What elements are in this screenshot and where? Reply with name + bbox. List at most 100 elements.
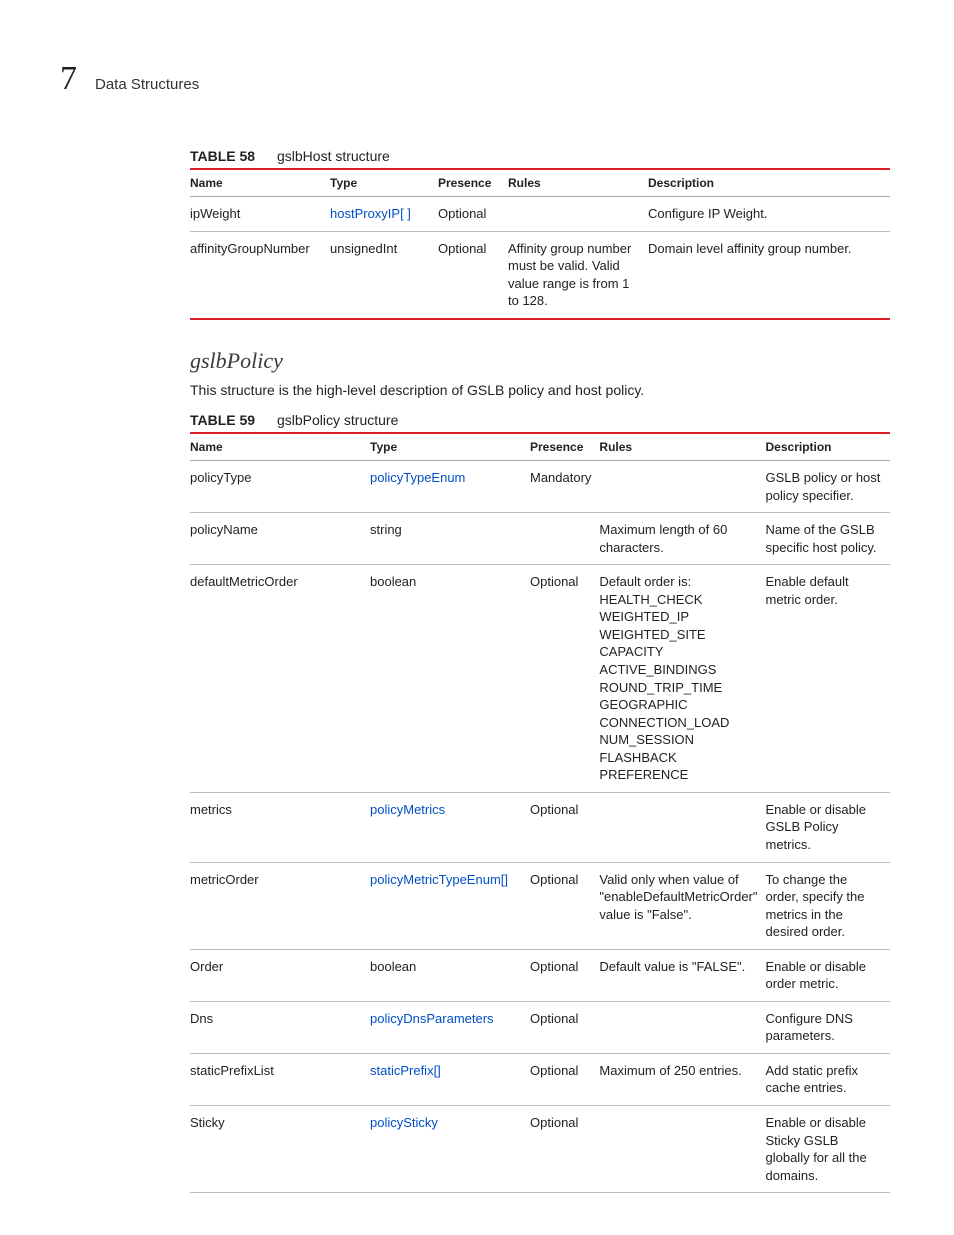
type-link[interactable]: policyDnsParameters	[370, 1011, 494, 1026]
cell-rules: Affinity group number must be valid. Val…	[508, 231, 648, 319]
cell-name: defaultMetricOrder	[190, 565, 370, 793]
cell-presence: Optional	[438, 197, 508, 232]
cell-presence: Optional	[530, 862, 599, 949]
table-59-caption: TABLE 59 gslbPolicy structure	[190, 412, 890, 428]
cell-name: ipWeight	[190, 197, 330, 232]
type-link[interactable]: policySticky	[370, 1115, 438, 1130]
column-header: Presence	[530, 433, 599, 461]
chapter-number: 7	[60, 60, 77, 98]
table-58-label: TABLE 58	[190, 148, 255, 164]
cell-rules	[599, 461, 765, 513]
column-header: Name	[190, 169, 330, 197]
cell-name: metricOrder	[190, 862, 370, 949]
cell-presence: Optional	[530, 565, 599, 793]
table-row: metricOrderpolicyMetricTypeEnum[] Optiona…	[190, 862, 890, 949]
section-description: This structure is the high-level descrip…	[190, 382, 890, 398]
cell-description: Add static prefix cache entries.	[766, 1053, 891, 1105]
type-link[interactable]: hostProxyIP[ ]	[330, 206, 411, 221]
cell-name: staticPrefixList	[190, 1053, 370, 1105]
cell-rules: Default order is: HEALTH_CHECK WEIGHTED_…	[599, 565, 765, 793]
cell-presence: Optional	[530, 1105, 599, 1192]
cell-name: Sticky	[190, 1105, 370, 1192]
column-header: Type	[330, 169, 438, 197]
cell-description: Enable or disable Sticky GSLB globally f…	[766, 1105, 891, 1192]
table-row: OrderbooleanOptionalDefault value is "FA…	[190, 949, 890, 1001]
column-header: Rules	[508, 169, 648, 197]
column-header: Name	[190, 433, 370, 461]
cell-rules	[599, 1105, 765, 1192]
section-heading-gslbpolicy: gslbPolicy	[190, 348, 890, 374]
cell-rules	[508, 197, 648, 232]
table-row: policyTypepolicyTypeEnum Mandatory GSLB po…	[190, 461, 890, 513]
column-header: Rules	[599, 433, 765, 461]
cell-name: Dns	[190, 1001, 370, 1053]
page-content: TABLE 58 gslbHost structure NameTypePres…	[190, 148, 890, 1193]
type-link[interactable]: policyTypeEnum	[370, 470, 465, 485]
table-row-header: NameTypePresenceRulesDescription	[190, 433, 890, 461]
cell-type: unsignedInt	[330, 231, 438, 319]
cell-description: GSLB policy or host policy specifier.	[766, 461, 891, 513]
table-row: StickypolicySticky Optional Enable or disa…	[190, 1105, 890, 1192]
table-row: ipWeighthostProxyIP[ ] Optional Configure …	[190, 197, 890, 232]
page-header: 7 Data Structures	[60, 60, 894, 98]
cell-type: policyTypeEnum	[370, 461, 530, 513]
chapter-label: Data Structures	[95, 76, 199, 93]
cell-name: Order	[190, 949, 370, 1001]
table-row: metricspolicyMetrics Optional Enable or di…	[190, 792, 890, 862]
cell-type: policyDnsParameters	[370, 1001, 530, 1053]
table-row: staticPrefixListstaticPrefix[] OptionalMa…	[190, 1053, 890, 1105]
cell-type: string	[370, 513, 530, 565]
cell-presence: Optional	[530, 1001, 599, 1053]
cell-presence: Optional	[530, 949, 599, 1001]
cell-description: Enable or disable GSLB Policy metrics.	[766, 792, 891, 862]
cell-description: Name of the GSLB specific host policy.	[766, 513, 891, 565]
cell-rules: Default value is "FALSE".	[599, 949, 765, 1001]
cell-description: To change the order, specify the metrics…	[766, 862, 891, 949]
page: 7 Data Structures TABLE 58 gslbHost stru…	[0, 0, 954, 1235]
cell-presence: Optional	[530, 792, 599, 862]
cell-rules: Valid only when value of "enableDefaultM…	[599, 862, 765, 949]
cell-presence	[530, 513, 599, 565]
table-59: NameTypePresenceRulesDescription policyT…	[190, 432, 890, 1193]
cell-name: metrics	[190, 792, 370, 862]
type-link[interactable]: policyMetricTypeEnum[]	[370, 872, 508, 887]
cell-type: boolean	[370, 949, 530, 1001]
table-row-header: NameTypePresenceRulesDescription	[190, 169, 890, 197]
type-link[interactable]: staticPrefix[]	[370, 1063, 441, 1078]
cell-presence: Mandatory	[530, 461, 599, 513]
cell-rules	[599, 1001, 765, 1053]
column-header: Presence	[438, 169, 508, 197]
cell-presence: Optional	[438, 231, 508, 319]
cell-type: hostProxyIP[ ]	[330, 197, 438, 232]
cell-name: affinityGroupNumber	[190, 231, 330, 319]
column-header: Description	[766, 433, 891, 461]
table-row: defaultMetricOrderbooleanOptionalDefault…	[190, 565, 890, 793]
table-row: policyNamestring Maximum length of 60 cha…	[190, 513, 890, 565]
cell-type: staticPrefix[]	[370, 1053, 530, 1105]
table-59-label: TABLE 59	[190, 412, 255, 428]
cell-rules	[599, 792, 765, 862]
table-row: DnspolicyDnsParameters Optional Configure …	[190, 1001, 890, 1053]
cell-rules: Maximum length of 60 characters.	[599, 513, 765, 565]
table-row: affinityGroupNumberunsignedIntOptionalAf…	[190, 231, 890, 319]
column-header: Description	[648, 169, 890, 197]
cell-description: Configure IP Weight.	[648, 197, 890, 232]
cell-rules: Maximum of 250 entries.	[599, 1053, 765, 1105]
cell-type: boolean	[370, 565, 530, 793]
cell-description: Configure DNS parameters.	[766, 1001, 891, 1053]
cell-name: policyName	[190, 513, 370, 565]
cell-description: Enable default metric order.	[766, 565, 891, 793]
cell-type: policyMetrics	[370, 792, 530, 862]
cell-name: policyType	[190, 461, 370, 513]
type-link[interactable]: policyMetrics	[370, 802, 445, 817]
table-58: NameTypePresenceRulesDescription ipWeigh…	[190, 168, 890, 320]
table-59-title: gslbPolicy structure	[277, 412, 398, 428]
column-header: Type	[370, 433, 530, 461]
table-58-caption: TABLE 58 gslbHost structure	[190, 148, 890, 164]
cell-description: Enable or disable order metric.	[766, 949, 891, 1001]
cell-presence: Optional	[530, 1053, 599, 1105]
cell-type: policySticky	[370, 1105, 530, 1192]
cell-description: Domain level affinity group number.	[648, 231, 890, 319]
table-58-title: gslbHost structure	[277, 148, 390, 164]
cell-type: policyMetricTypeEnum[]	[370, 862, 530, 949]
